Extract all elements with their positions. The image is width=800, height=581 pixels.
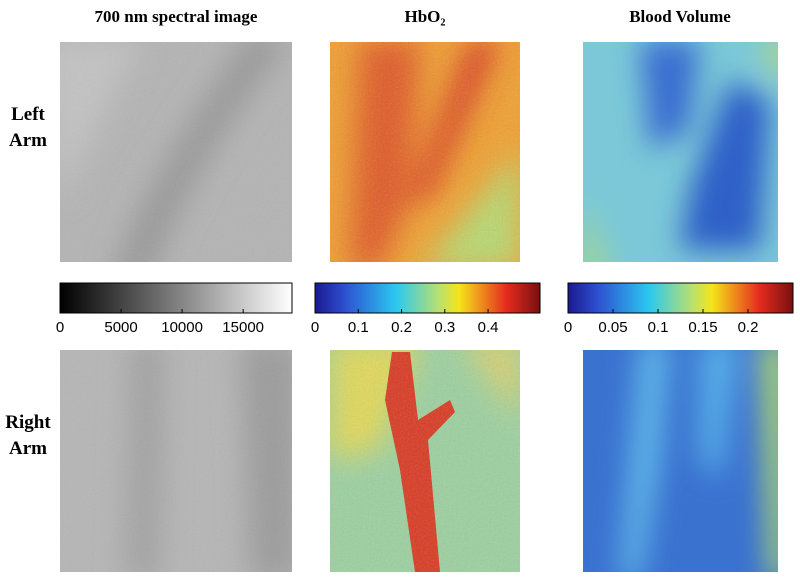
hbo2-image [330,350,520,572]
tick-label: 0.1 [348,319,369,336]
column-title: Blood Volume [629,7,731,26]
blood-volume-image [583,350,778,572]
row-label: Arm [9,438,47,459]
tick-label: 0.3 [434,319,455,336]
column-title: 700 nm spectral image [95,7,258,26]
row-label: Arm [9,130,47,151]
row-label: Left [11,104,45,125]
tick-label: 0 [311,319,319,336]
hbo2-image [330,42,520,262]
colorbar [567,282,794,314]
column-title: HbO₂ [405,7,446,26]
tick-label: 10000 [161,319,203,336]
tick-label: 0.05 [598,319,627,336]
tick-label: 0.1 [648,319,669,336]
blood-volume-image [583,42,778,262]
tick-label: 0.2 [738,319,759,336]
tick-label: 5000 [104,319,137,336]
tick-label: 0.15 [688,319,717,336]
spectral-image [60,350,292,572]
tick-label: 0.2 [391,319,412,336]
tick-label: 0 [56,319,64,336]
colorbar [59,282,293,314]
tick-label: 15000 [222,319,264,336]
colorbar [314,282,541,314]
tick-label: 0.4 [478,319,499,336]
spectral-image [60,42,292,262]
colorbars: 0 5000 10000 15000 0 0.1 0.2 0.3 0.4 0 0.05 0.1 0.15… [56,282,794,336]
tick-label: 0 [564,319,572,336]
row-label: Right [5,412,51,433]
